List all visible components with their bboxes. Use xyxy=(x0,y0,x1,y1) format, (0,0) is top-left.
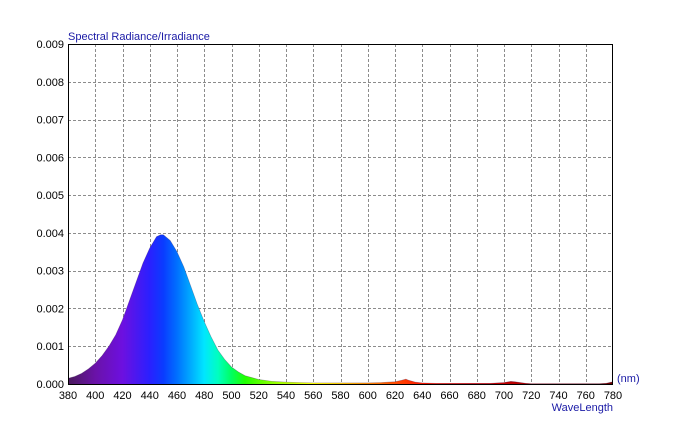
x-tick-label: 480 xyxy=(195,390,213,402)
y-tick-label: 0.009 xyxy=(36,39,64,51)
y-tick-label: 0.002 xyxy=(36,303,64,315)
plot-border xyxy=(68,44,613,385)
x-tick-label: 740 xyxy=(549,390,567,402)
x-tick-label: 620 xyxy=(386,390,404,402)
y-tick-label: 0.008 xyxy=(36,77,64,89)
x-axis-ticks: 380 400 420 440 460 480 500 520 540 560 580 600 620 6… xyxy=(59,390,622,402)
y-tick-label: 0.003 xyxy=(36,266,64,278)
x-tick-label: 540 xyxy=(277,390,295,402)
y-tick-label: 0.007 xyxy=(36,115,64,127)
x-tick-label: 420 xyxy=(113,390,131,402)
x-tick-label: 520 xyxy=(250,390,268,402)
x-tick-label: 580 xyxy=(331,390,349,402)
x-tick-label: 440 xyxy=(141,390,159,402)
x-tick-label: 560 xyxy=(304,390,322,402)
x-tick-label: 760 xyxy=(577,390,595,402)
series-line xyxy=(67,234,614,384)
x-tick-label: 660 xyxy=(440,390,458,402)
x-tick-label: 500 xyxy=(222,390,240,402)
spectrum-area xyxy=(68,234,613,384)
x-axis-label: WaveLength xyxy=(552,402,613,414)
x-tick-label: 600 xyxy=(359,390,377,402)
x-tick-label: 680 xyxy=(468,390,486,402)
x-tick-label: 700 xyxy=(495,390,513,402)
y-tick-label: 0.005 xyxy=(36,190,64,202)
chart-title: Spectral Radiance/Irradiance xyxy=(68,31,210,43)
x-tick-label: 380 xyxy=(59,390,77,402)
x-tick-label: 460 xyxy=(168,390,186,402)
x-tick-label: 400 xyxy=(86,390,104,402)
y-tick-label: 0.004 xyxy=(36,228,64,240)
y-tick-label: 0.001 xyxy=(36,341,64,353)
y-axis-ticks: 0.000 0.001 0.002 0.003 0.004 0.005 0.006 0.007… xyxy=(36,39,64,391)
x-tick-label: 780 xyxy=(604,390,622,402)
x-tick-label: 720 xyxy=(522,390,540,402)
y-tick-label: 0.006 xyxy=(36,152,64,164)
y-tick-label: 0.000 xyxy=(36,379,64,391)
x-axis-unit: (nm) xyxy=(617,373,640,385)
x-tick-label: 640 xyxy=(413,390,431,402)
